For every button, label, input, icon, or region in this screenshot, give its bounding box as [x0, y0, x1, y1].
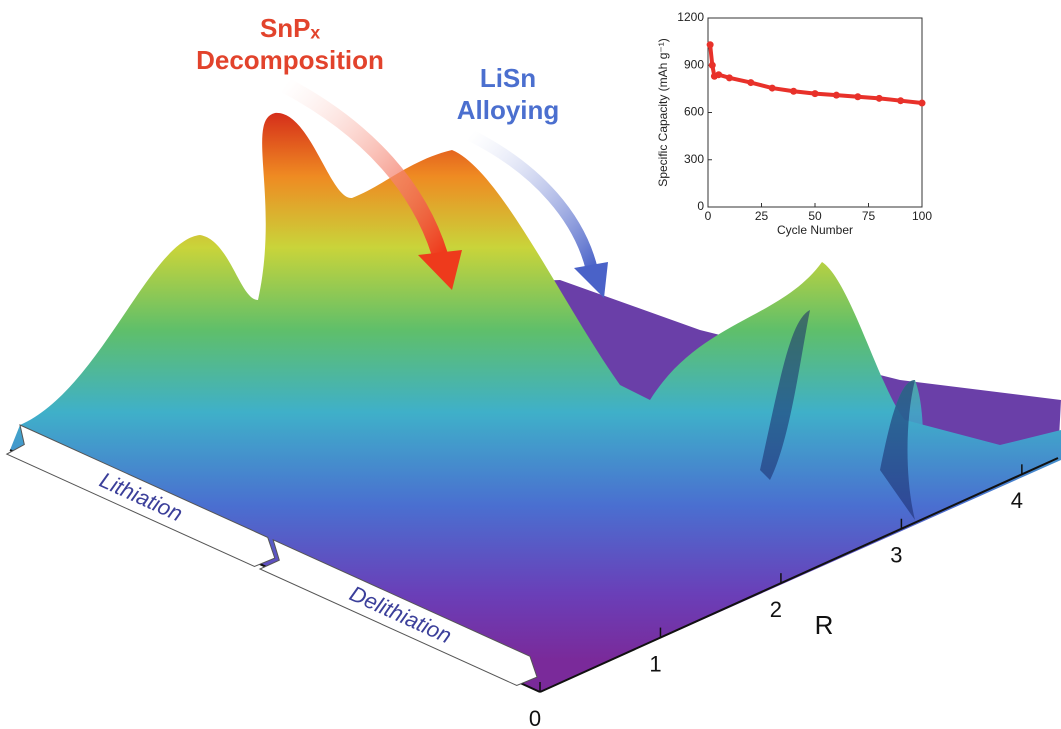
data-point	[790, 88, 797, 95]
annotation: Alloying	[457, 95, 560, 125]
data-point	[769, 85, 776, 92]
data-point	[919, 100, 926, 107]
data-point	[897, 97, 904, 104]
data-point	[854, 93, 861, 100]
inset-background	[640, 2, 940, 252]
x-tick-label: 75	[862, 209, 876, 223]
data-point	[715, 71, 722, 78]
x-tick-label: 100	[912, 209, 932, 223]
data-point	[707, 41, 714, 48]
data-point	[709, 62, 716, 69]
r-tick-label: 1	[649, 651, 661, 676]
annotation: LiSn	[480, 63, 536, 93]
data-point	[833, 92, 840, 99]
y-tick-label: 0	[697, 199, 704, 213]
data-point	[726, 74, 733, 81]
r-tick-label: 0	[529, 706, 541, 729]
x-tick-label: 25	[755, 209, 769, 223]
x-tick-label: 50	[808, 209, 822, 223]
data-point	[747, 79, 754, 86]
y-tick-label: 900	[684, 57, 704, 71]
inset-chart: 0 300 600 900 1200 0 25 50 75 100 Cycle Number Spec…	[640, 2, 940, 252]
y-axis-label: Specific Capacity (mAh g⁻¹)	[656, 38, 670, 186]
r-tick-label: 2	[770, 597, 782, 622]
y-tick-label: 1200	[677, 10, 704, 24]
y-tick-label: 600	[684, 105, 704, 119]
data-point	[812, 90, 819, 97]
x-tick-label: 0	[705, 209, 712, 223]
x-axis-label: Cycle Number	[777, 223, 853, 237]
r-tick-label: 4	[1011, 488, 1023, 513]
y-tick-label: 300	[684, 152, 704, 166]
r-tick-label: 3	[890, 543, 902, 568]
figure: LithiationDelithiation SnPₓDecomposition…	[0, 0, 1061, 729]
annotation: Decomposition	[196, 45, 384, 75]
annotation: SnPₓ	[260, 13, 321, 43]
data-point	[876, 95, 883, 102]
r-axis-label: R	[815, 610, 834, 640]
